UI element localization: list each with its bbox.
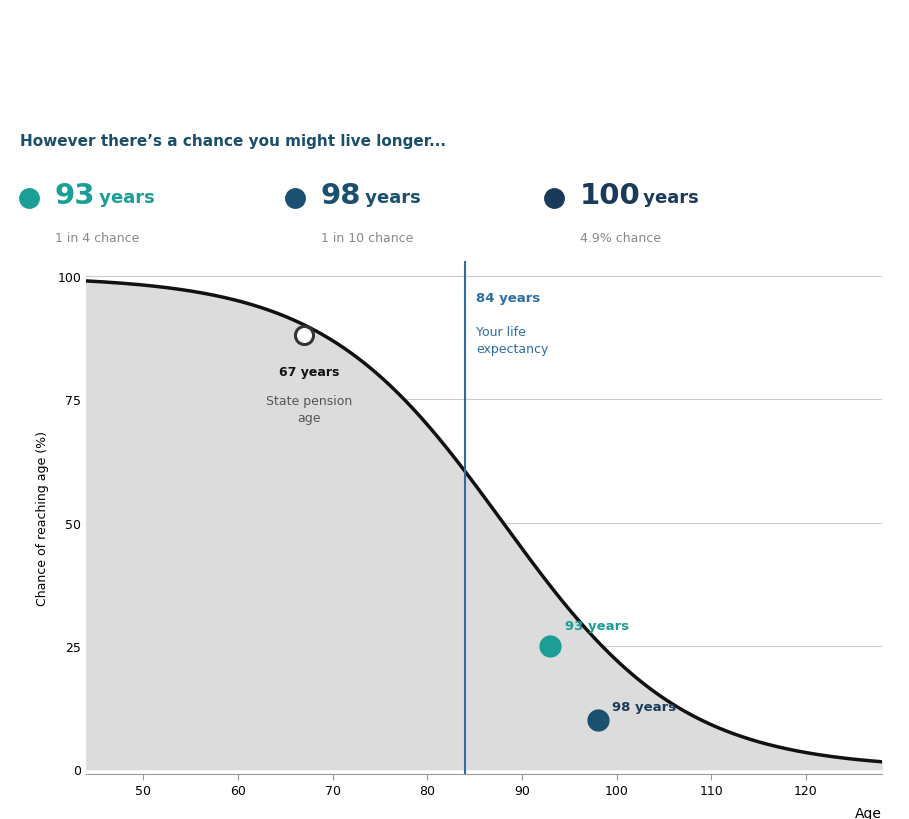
Text: State pension
age: State pension age	[265, 395, 352, 425]
Y-axis label: Chance of reaching age (%): Chance of reaching age (%)	[36, 431, 49, 605]
Text: However there’s a chance you might live longer...: However there’s a chance you might live …	[20, 134, 446, 149]
Text: 98 years: 98 years	[612, 700, 676, 713]
Text: 98: 98	[321, 182, 361, 210]
Text: Your life
expectancy: Your life expectancy	[476, 326, 549, 356]
Text: years: years	[637, 189, 699, 207]
Text: 67 years: 67 years	[279, 365, 339, 378]
Text: 84 years: 84 years	[476, 292, 541, 305]
Text: years: years	[359, 189, 421, 207]
Text: 4.9% chance: 4.9% chance	[580, 231, 661, 244]
Text: 100: 100	[580, 182, 641, 210]
Text: years: years	[93, 189, 155, 207]
Text: 93 years: 93 years	[564, 619, 629, 631]
X-axis label: Age: Age	[854, 806, 882, 819]
Text: Your average life expectancy is: Your average life expectancy is	[20, 24, 279, 41]
Text: 1 in 10 chance: 1 in 10 chance	[321, 231, 414, 244]
Text: 93: 93	[55, 182, 95, 210]
Text: 1 in 4 chance: 1 in 4 chance	[55, 231, 139, 244]
Text: 84 years: 84 years	[20, 76, 195, 110]
